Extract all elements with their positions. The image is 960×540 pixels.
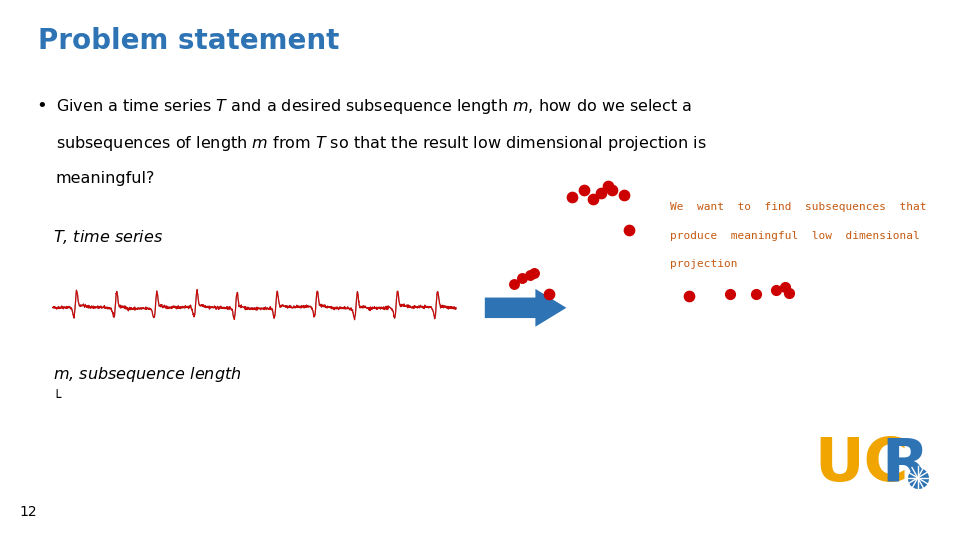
Text: UC: UC bbox=[814, 435, 908, 494]
Point bbox=[781, 288, 797, 297]
Point bbox=[605, 186, 620, 194]
Point bbox=[522, 271, 538, 280]
Point bbox=[749, 290, 764, 299]
Text: Given a time series $T$ and a desired subsequence length $m$, how do we select a: Given a time series $T$ and a desired su… bbox=[56, 97, 692, 116]
Text: We  want  to  find  subsequences  that: We want to find subsequences that bbox=[670, 202, 926, 213]
Text: 12: 12 bbox=[19, 505, 36, 519]
Text: R: R bbox=[881, 435, 928, 494]
Text: Problem statement: Problem statement bbox=[38, 27, 340, 55]
Text: subsequences of length $m$ from $T$ so that the result low dimensional projectio: subsequences of length $m$ from $T$ so t… bbox=[56, 134, 707, 153]
Text: meaningful?: meaningful? bbox=[56, 171, 156, 186]
Point bbox=[682, 292, 697, 300]
Text: projection: projection bbox=[670, 259, 737, 269]
Point bbox=[621, 225, 636, 234]
Point bbox=[910, 474, 925, 482]
Point bbox=[600, 182, 615, 191]
Point bbox=[576, 186, 591, 194]
Text: $m$, subsequence length: $m$, subsequence length bbox=[53, 364, 241, 383]
Point bbox=[515, 274, 530, 282]
Text: $T$, time series: $T$, time series bbox=[53, 228, 163, 246]
Text: produce  meaningful  low  dimensional: produce meaningful low dimensional bbox=[670, 231, 920, 241]
Point bbox=[541, 290, 557, 299]
Point bbox=[593, 188, 609, 197]
Point bbox=[506, 279, 521, 288]
Text: •: • bbox=[36, 97, 47, 115]
Point bbox=[586, 194, 601, 203]
Polygon shape bbox=[485, 289, 566, 327]
Point bbox=[778, 283, 793, 292]
Point bbox=[616, 191, 632, 200]
Point bbox=[722, 290, 737, 299]
Point bbox=[526, 268, 541, 277]
Point bbox=[564, 193, 580, 201]
Point bbox=[768, 286, 783, 294]
Text: └: └ bbox=[53, 392, 61, 406]
